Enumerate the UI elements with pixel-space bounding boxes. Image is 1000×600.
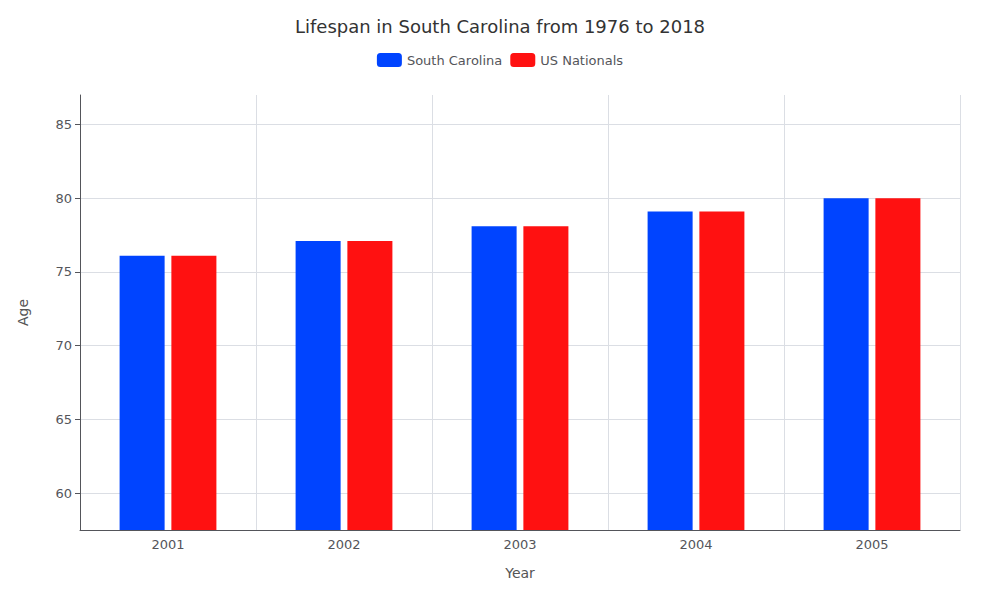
svg-text:2003: 2003	[503, 537, 536, 552]
svg-text:85: 85	[55, 117, 72, 132]
svg-text:South Carolina: South Carolina	[407, 53, 502, 68]
svg-text:70: 70	[55, 338, 72, 353]
svg-text:80: 80	[55, 191, 72, 206]
svg-text:65: 65	[55, 412, 72, 427]
svg-text:Age: Age	[15, 299, 31, 326]
svg-text:2004: 2004	[679, 537, 712, 552]
svg-text:2005: 2005	[855, 537, 888, 552]
svg-text:2001: 2001	[151, 537, 184, 552]
svg-text:Year: Year	[504, 565, 535, 581]
svg-text:60: 60	[55, 486, 72, 501]
svg-text:Lifespan in South Carolina fro: Lifespan in South Carolina from 1976 to …	[295, 16, 705, 37]
svg-text:US Nationals: US Nationals	[540, 53, 623, 68]
svg-text:2002: 2002	[327, 537, 360, 552]
svg-text:75: 75	[55, 264, 72, 279]
